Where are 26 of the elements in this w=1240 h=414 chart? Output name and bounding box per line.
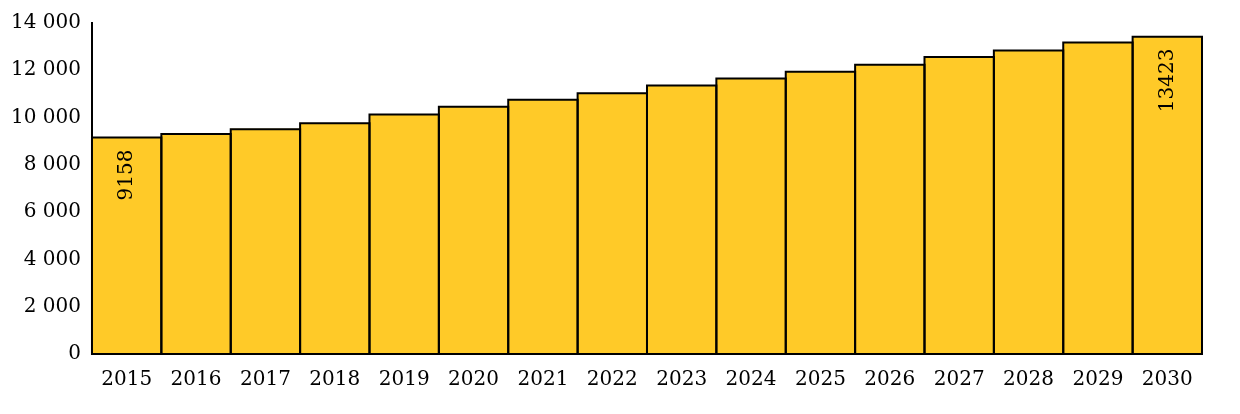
x-tick-label: 2021 <box>517 366 569 391</box>
x-tick-label: 2016 <box>170 366 222 391</box>
x-tick-label: 2015 <box>101 366 153 391</box>
y-tick-label: 8 000 <box>23 151 81 176</box>
y-tick-label: 0 <box>68 340 81 365</box>
x-tick-label: 2020 <box>448 366 499 391</box>
x-tick-label: 2027 <box>933 366 985 391</box>
x-tick-label: 2022 <box>586 366 638 391</box>
x-tick-label: 2024 <box>725 366 777 391</box>
x-tick-label: 2030 <box>1141 366 1193 391</box>
x-tick-label: 2025 <box>794 366 846 391</box>
x-tick-label: 2023 <box>656 366 708 391</box>
y-tick-label: 4 000 <box>23 245 81 270</box>
y-tick-label: 2 000 <box>23 292 81 317</box>
data-label: 13423 <box>1153 48 1178 113</box>
x-tick-label: 2017 <box>239 366 291 391</box>
x-tick-label: 2029 <box>1072 366 1124 391</box>
y-tick-label: 10 000 <box>11 103 81 128</box>
x-tick-label: 2026 <box>864 366 916 391</box>
y-tick-label: 14 000 <box>11 9 81 34</box>
x-tick-label: 2019 <box>378 366 430 391</box>
y-tick-label: 6 000 <box>23 198 81 223</box>
data-label: 9158 <box>112 149 137 201</box>
x-tick-label: 2028 <box>1003 366 1055 391</box>
x-tick-label: 2018 <box>309 366 361 391</box>
y-tick-label: 12 000 <box>11 56 81 81</box>
